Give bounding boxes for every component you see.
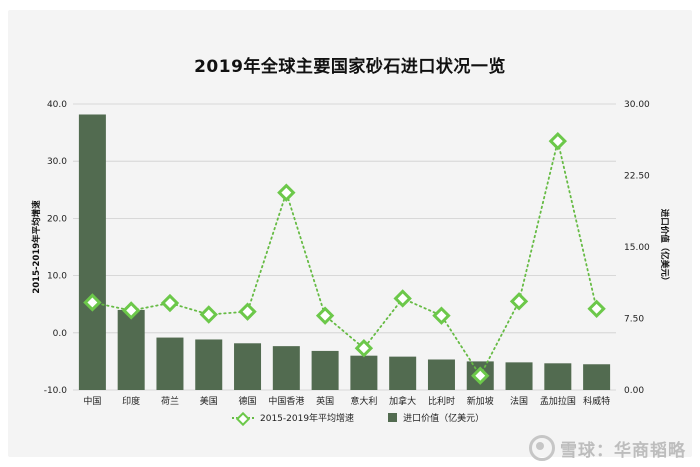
watermark-text: 雪球：华商韬略 <box>560 440 686 461</box>
growth-point <box>393 289 412 308</box>
category-label: 法国 <box>510 395 528 407</box>
chart-title: 2019年全球主要国家砂石进口状况一览 <box>194 57 506 77</box>
right-axis-label: 进口价值（亿美元） <box>659 209 670 286</box>
growth-point <box>509 292 529 311</box>
chart-legend: 2015-2019年平均增速 进口价值（亿美元） <box>232 411 518 426</box>
legend-label-import-value: 进口价值（亿美元） <box>403 414 485 424</box>
right-axis-tick-label: 22.50 <box>624 172 650 182</box>
growth-point <box>548 131 568 151</box>
category-label: 意大利 <box>350 395 377 407</box>
category-label: 比利时 <box>428 395 455 407</box>
category-label: 中国香港 <box>268 395 304 407</box>
legend-bar-marker-icon <box>388 413 398 422</box>
bar <box>583 364 611 390</box>
category-label: 新加坡 <box>467 395 494 407</box>
bar <box>272 346 300 390</box>
category-label: 英国 <box>316 395 334 407</box>
bar <box>311 350 339 390</box>
growth-point <box>471 366 490 385</box>
left-axis-tick-label: 20.0 <box>47 214 67 224</box>
category-label: 印度 <box>122 395 140 407</box>
growth-point <box>432 306 451 325</box>
legend-label-growth: 2015-2019年平均增速 <box>260 414 355 424</box>
bar <box>505 362 533 390</box>
snowball-logo-icon <box>529 435 555 461</box>
category-label: 孟加拉国 <box>540 395 576 407</box>
right-axis-tick-label: 0.00 <box>624 386 644 396</box>
right-axis-tick-label: 7.50 <box>624 315 644 325</box>
legend-line-marker-icon <box>232 411 254 426</box>
left-axis-tick-label: 0.0 <box>53 329 68 339</box>
bar <box>234 343 262 390</box>
growth-point <box>277 183 296 202</box>
category-label: 荷兰 <box>161 395 179 407</box>
growth-point <box>587 299 606 318</box>
category-label: 美国 <box>200 395 218 407</box>
left-axis-tick-label: 10.0 <box>47 272 67 282</box>
category-label: 中国 <box>83 395 101 407</box>
growth-point <box>354 339 374 358</box>
left-axis-tick-label: 40.0 <box>47 100 67 110</box>
bar <box>389 356 417 390</box>
bar <box>117 309 145 390</box>
bar <box>195 339 223 390</box>
growth-point <box>238 302 257 321</box>
growth-point <box>315 306 335 325</box>
growth-point <box>160 293 180 313</box>
left-axis-label: 2015-2019年平均增速 <box>31 200 42 294</box>
bar <box>544 363 572 390</box>
left-axis-tick-label: -10.0 <box>44 386 68 396</box>
bar <box>78 114 106 390</box>
legend-item-import-value: 进口价值（亿美元） <box>388 411 484 424</box>
bar <box>427 359 455 390</box>
growth-point <box>83 293 102 312</box>
category-label: 加拿大 <box>389 395 416 407</box>
legend-item-growth: 2015-2019年平均增速 <box>232 411 355 426</box>
left-axis-tick-label: 30.0 <box>47 157 67 167</box>
right-axis-tick-label: 30.00 <box>624 100 650 110</box>
bar <box>350 355 378 390</box>
growth-point <box>121 301 141 320</box>
watermark: 雪球：华商韬略 <box>529 435 686 461</box>
category-label: 科威特 <box>583 395 610 407</box>
growth-point <box>199 305 218 324</box>
category-label: 德国 <box>239 395 257 407</box>
right-axis-tick-label: 15.00 <box>624 243 650 253</box>
bar <box>156 337 184 390</box>
